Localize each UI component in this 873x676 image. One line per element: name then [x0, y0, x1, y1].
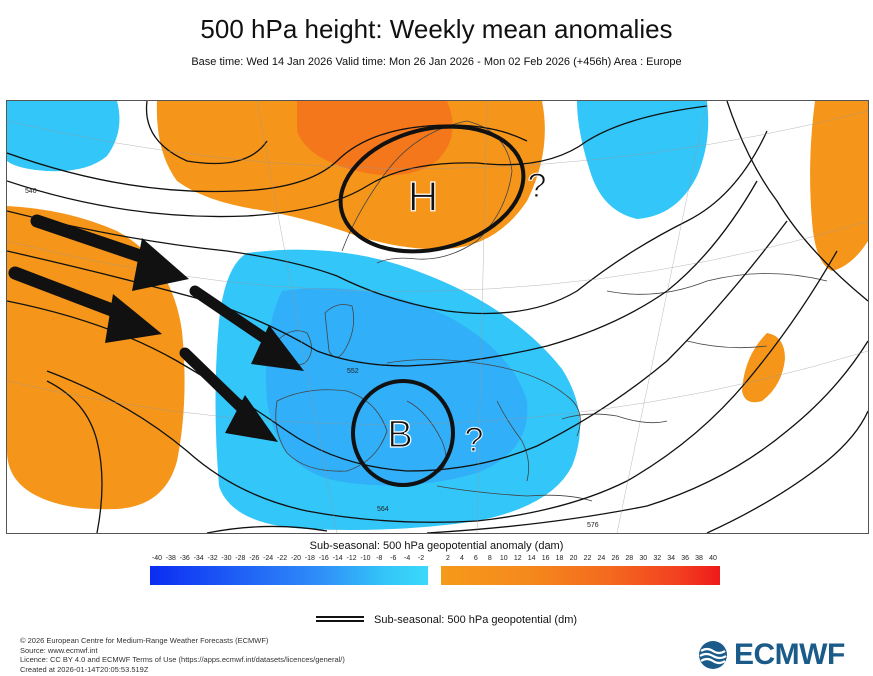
page-title: 500 hPa height: Weekly mean anomalies — [200, 14, 673, 44]
colorbar-tick: -38 — [165, 555, 176, 562]
arrow-1 — [30, 214, 189, 291]
colorbar-tick: 8 — [487, 555, 492, 562]
coastlines — [275, 120, 828, 502]
colorbar-tick: 14 — [527, 555, 536, 562]
positive-anomaly-scandinavia-core — [297, 101, 453, 176]
colorbar-tick: 12 — [513, 555, 522, 562]
contour-label: 540 — [25, 188, 37, 195]
arrow-2 — [8, 266, 162, 343]
colorbar-tick: -26 — [249, 555, 260, 562]
colorbar-tick: 18 — [555, 555, 564, 562]
colorbar-tick: -18 — [304, 555, 315, 562]
low-label: B — [387, 414, 412, 456]
colorbar-tick: -40 — [151, 555, 162, 562]
colorbar-tick: 6 — [473, 555, 478, 562]
low-pressure-circle — [351, 379, 455, 487]
colorbar-tick: 28 — [625, 555, 634, 562]
ecmwf-logo-icon — [699, 641, 727, 669]
credits-source: Source: www.ecmwf.int — [20, 645, 98, 655]
page-subtitle: Base time: Wed 14 Jan 2026 Valid time: M… — [191, 56, 682, 68]
graticule — [7, 101, 868, 533]
colorbar-tick: -32 — [207, 555, 218, 562]
colorbar-tick: 36 — [681, 555, 690, 562]
negative-anomaly-northwest — [7, 101, 120, 172]
colorbar-tick: -24 — [263, 555, 274, 562]
credits-created: Created at 2026-01-14T20:05:53.519Z — [20, 664, 149, 674]
colorbar-tick: 16 — [541, 555, 550, 562]
question-mark-1: ? — [528, 167, 547, 205]
ecmwf-logo: ECMWF — [696, 638, 858, 672]
question-mark-2: ? — [465, 421, 484, 459]
flow-arrows — [8, 214, 304, 442]
colorbar-tick: -36 — [179, 555, 190, 562]
colorbar-tick: -12 — [346, 555, 357, 562]
colorbar-negative — [150, 566, 428, 585]
colorbar-tick: -30 — [221, 555, 232, 562]
colorbar-tick: 34 — [667, 555, 676, 562]
high-pressure-circle — [338, 124, 526, 254]
colorbar-tick: -2 — [417, 555, 425, 562]
colorbar-tick: -16 — [318, 555, 329, 562]
colorbar-tick: -6 — [390, 555, 397, 562]
negative-anomaly-core — [266, 288, 528, 486]
colorbar-tick: 4 — [459, 555, 464, 562]
positive-anomaly-urals — [810, 101, 868, 271]
colorbar-tick: 26 — [611, 555, 620, 562]
colorbar-tick: 40 — [709, 555, 717, 562]
ecmwf-logo-text: ECMWF — [734, 638, 845, 671]
colorbar-tick: 32 — [653, 555, 662, 562]
credits: © 2026 European Centre for Medium-Range … — [20, 636, 345, 674]
arrow-3 — [189, 285, 304, 371]
colorbar-tick: -4 — [404, 555, 411, 562]
arrow-4 — [179, 347, 278, 442]
colorbar-tick: -8 — [376, 555, 383, 562]
colorbar-tick: -22 — [276, 555, 288, 562]
high-label: H — [408, 173, 438, 220]
negative-anomaly-north-russia — [577, 101, 709, 219]
colorbar-tick: 2 — [446, 555, 450, 562]
colorbar-tick: 10 — [499, 555, 508, 562]
colorbar-tick: -20 — [290, 555, 301, 562]
colorbar-tick: -28 — [235, 555, 246, 562]
contour-label: 564 — [377, 506, 389, 513]
colorbar-tick: 20 — [569, 555, 578, 562]
colorbar-tick: 24 — [597, 555, 606, 562]
positive-anomaly-caspian — [742, 333, 785, 403]
colorbar-label: Sub-seasonal: 500 hPa geopotential anoma… — [309, 540, 564, 552]
colorbar-tick: 22 — [583, 555, 592, 562]
contour-label: 576 — [587, 522, 599, 529]
colorbar-tick: 38 — [695, 555, 703, 562]
colorbar-positive — [441, 566, 720, 585]
colorbar-tick: -10 — [360, 555, 371, 562]
colorbar-tick: -14 — [332, 555, 343, 562]
colorbar-tick: -34 — [193, 555, 204, 562]
positive-anomaly-atlantic — [7, 206, 185, 510]
credits-licence: Licence: CC BY 4.0 and ECMWF Terms of Us… — [20, 655, 345, 664]
contour-legend-label: Sub-seasonal: 500 hPa geopotential (dm) — [374, 614, 578, 626]
contour-legend-symbol — [316, 615, 364, 623]
contour-label: 552 — [347, 368, 359, 375]
anomaly-map: 540 552 564 576 — [6, 100, 869, 534]
colorbar-tick: 30 — [639, 555, 648, 562]
credits-copyright: © 2026 European Centre for Medium-Range … — [20, 636, 269, 645]
